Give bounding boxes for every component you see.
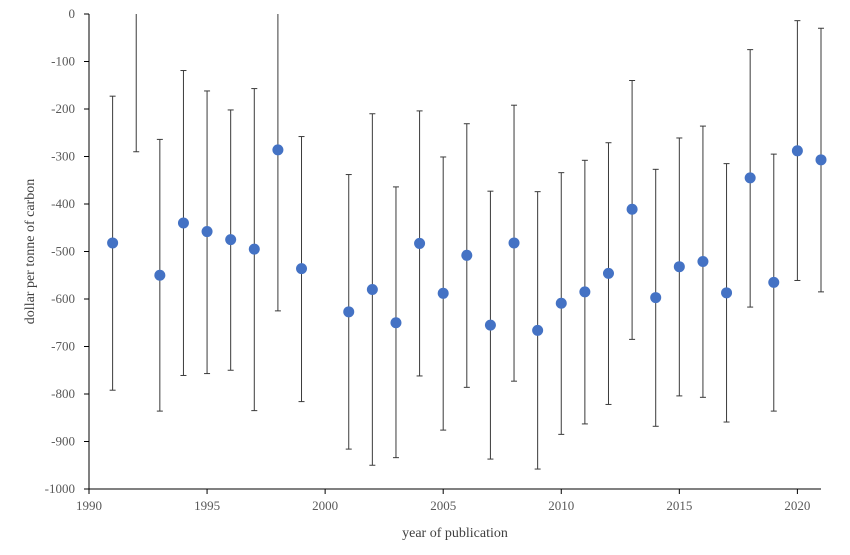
data-point — [744, 172, 756, 184]
axes — [88, 14, 821, 490]
y-tick-label: -200 — [51, 101, 75, 116]
y-tick-label: -100 — [51, 54, 75, 69]
x-tick-label: 2010 — [548, 498, 574, 513]
data-point — [673, 261, 685, 273]
y-tick-label: 0 — [69, 6, 76, 21]
data-point — [532, 324, 544, 336]
y-tick-label: -500 — [51, 244, 75, 259]
data-point — [107, 237, 119, 249]
data-point — [414, 237, 426, 249]
data-point — [768, 276, 780, 288]
data-point — [272, 144, 284, 156]
data-point — [484, 319, 496, 331]
y-axis-title: dollar per tonne of carbon — [23, 179, 38, 324]
y-axis-ticks: 0 -100 -200 -300 -400 -500 -600 -700 -800 -900 -10… — [45, 6, 89, 496]
x-tick-label: 2020 — [784, 498, 810, 513]
data-point — [177, 217, 189, 229]
data-point — [791, 145, 803, 157]
data-point — [815, 154, 827, 166]
data-point — [154, 269, 166, 281]
x-tick-label: 2005 — [430, 498, 456, 513]
data-point — [225, 234, 237, 246]
data-points — [107, 144, 827, 336]
x-tick-label: 1995 — [194, 498, 220, 513]
data-point — [579, 286, 591, 298]
x-tick-label: 1990 — [76, 498, 102, 513]
data-point — [366, 284, 378, 295]
y-tick-label: -1000 — [45, 481, 75, 496]
data-point — [390, 317, 402, 329]
data-point — [721, 287, 733, 299]
y-tick-label: -400 — [51, 196, 75, 211]
y-tick-label: -600 — [51, 291, 75, 306]
x-axis-ticks: 1990 1995 2000 2005 2010 2015 2020 — [76, 489, 810, 513]
y-tick-label: -900 — [51, 434, 75, 449]
data-point — [343, 306, 355, 318]
data-point — [555, 297, 567, 309]
x-tick-label: 2015 — [666, 498, 692, 513]
y-tick-label: -700 — [51, 339, 75, 354]
error-bars — [109, 14, 824, 470]
data-point — [697, 255, 709, 267]
data-point — [650, 292, 662, 304]
y-tick-label: -800 — [51, 386, 75, 401]
data-point — [437, 287, 449, 299]
data-point — [248, 243, 260, 255]
data-point — [602, 267, 614, 279]
data-point — [296, 263, 308, 275]
data-point — [461, 249, 473, 261]
data-point — [626, 203, 638, 215]
data-point — [508, 237, 520, 249]
x-tick-label: 2000 — [312, 498, 338, 513]
x-axis-title: year of publication — [402, 526, 508, 541]
data-point — [201, 226, 213, 238]
y-tick-label: -300 — [51, 149, 75, 164]
